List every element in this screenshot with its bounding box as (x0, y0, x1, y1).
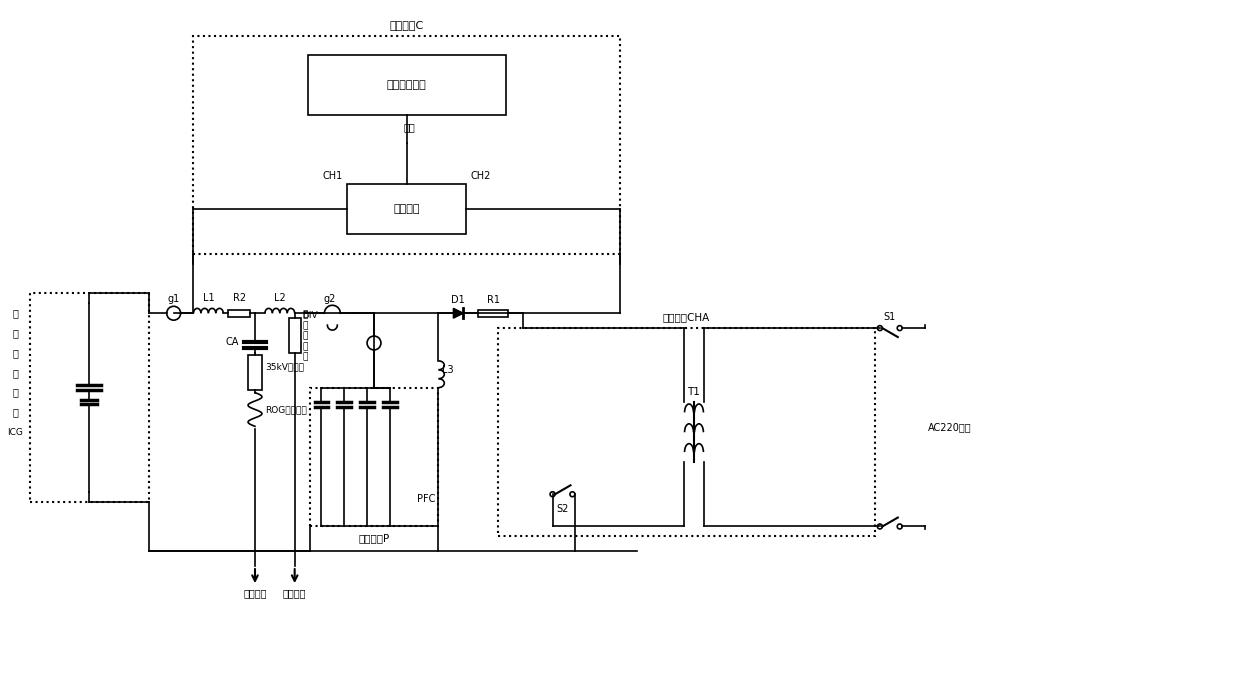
Text: L2: L2 (274, 293, 285, 303)
Text: 单: 单 (12, 387, 17, 398)
Text: S1: S1 (884, 312, 897, 322)
Circle shape (898, 326, 903, 331)
Text: R2: R2 (233, 293, 246, 303)
Text: 点火装置: 点火装置 (393, 204, 420, 214)
Bar (228, 309, 250, 317)
Text: DIV: DIV (303, 311, 319, 320)
Text: 电压检测: 电压检测 (283, 588, 306, 598)
Polygon shape (454, 308, 464, 318)
Text: R1: R1 (486, 295, 500, 305)
Text: ICG: ICG (7, 428, 22, 436)
Text: 流: 流 (12, 367, 17, 378)
Text: 相位控制模块: 相位控制模块 (387, 80, 427, 90)
Text: 电: 电 (12, 348, 17, 358)
Bar (30, 294, 149, 502)
Bar (479, 309, 508, 317)
Text: CH2: CH2 (471, 171, 491, 181)
Circle shape (367, 336, 381, 350)
Text: ROG罗氏线圈: ROG罗氏线圈 (265, 405, 306, 414)
Text: CA: CA (226, 337, 238, 347)
Text: 冲: 冲 (12, 308, 17, 318)
Text: 击: 击 (12, 328, 17, 338)
Bar (308, 55, 506, 115)
Text: 35kV避雷器: 35kV避雷器 (265, 363, 304, 372)
Text: 光纤: 光纤 (404, 122, 415, 132)
Text: g2: g2 (324, 294, 336, 305)
Text: PFC: PFC (417, 494, 435, 503)
Text: g1: g1 (167, 294, 180, 305)
Bar (347, 184, 466, 234)
Bar (248, 355, 262, 389)
Text: 控制单元C: 控制单元C (389, 20, 424, 29)
Bar (498, 328, 875, 536)
Circle shape (166, 306, 181, 320)
Circle shape (878, 326, 883, 331)
Text: T1: T1 (687, 387, 701, 397)
Text: 元: 元 (12, 408, 17, 417)
Text: 电流检测: 电流检测 (243, 588, 267, 598)
Text: 阻
容
分
压
器: 阻 容 分 压 器 (303, 311, 308, 361)
Circle shape (551, 492, 556, 497)
Circle shape (878, 524, 883, 529)
Text: D1: D1 (451, 295, 465, 305)
Bar (193, 36, 620, 253)
Text: S2: S2 (557, 503, 569, 514)
Text: 工频电源P: 工频电源P (358, 533, 389, 544)
Text: 充电单元CHA: 充电单元CHA (663, 312, 711, 322)
Text: AC220输入: AC220输入 (928, 422, 971, 432)
Circle shape (898, 524, 903, 529)
Bar (289, 318, 300, 353)
Text: CH1: CH1 (322, 171, 342, 181)
Text: L1: L1 (202, 293, 215, 303)
Circle shape (570, 492, 575, 497)
Text: L3: L3 (443, 365, 454, 375)
Bar (310, 388, 439, 527)
